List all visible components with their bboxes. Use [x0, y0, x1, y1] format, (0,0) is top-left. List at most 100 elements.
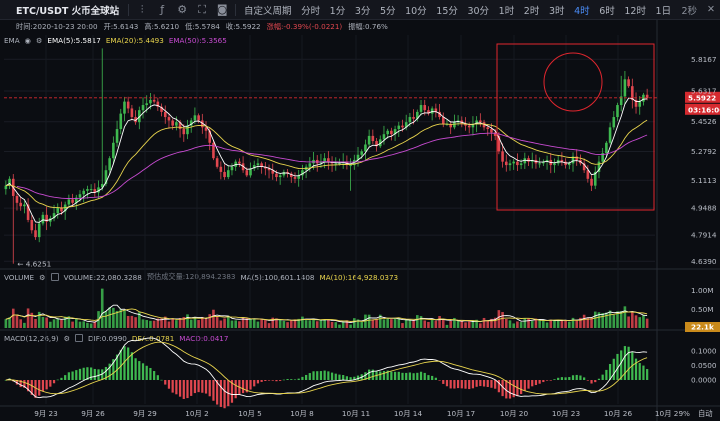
candle-body: [104, 170, 108, 184]
info-open: 开:5.6143: [103, 22, 139, 31]
top-toolbar: ETC/USDT 火币全球站 ⫶ ƒ ⚙ ⛶ ◙ 自定义周期 分时 1分 3分 5分 1…: [0, 0, 720, 20]
volume-bars: [4, 288, 649, 328]
macd-bar: [364, 372, 367, 380]
macd-bar: [245, 380, 248, 393]
symbol-title[interactable]: ETC/USDT 火币全球站: [16, 5, 120, 17]
period-11[interactable]: 6时: [599, 5, 615, 17]
volume-bar: [100, 288, 104, 328]
volume-bar: [104, 311, 108, 328]
macd-bar: [382, 371, 386, 380]
candle-body: [238, 161, 241, 164]
settings-gear-icon[interactable]: ⚙: [39, 272, 46, 282]
macd-bar: [97, 369, 100, 380]
macd-bar: [545, 380, 549, 381]
volume-bar: [189, 319, 193, 328]
volume-bar: [230, 320, 234, 328]
period-10[interactable]: 4时: [574, 5, 590, 17]
volume-name[interactable]: VOLUME: [4, 272, 35, 282]
period-5[interactable]: 15分: [436, 5, 458, 17]
date-tick-label: 9月 29: [133, 409, 157, 418]
volume-bar: [545, 322, 549, 328]
volume-bar: [527, 318, 530, 328]
candle-body: [189, 120, 193, 126]
period-12[interactable]: 12时: [624, 5, 646, 17]
macd-bar: [594, 380, 597, 383]
macd-bar: [267, 380, 271, 381]
macd-bar: [45, 380, 48, 390]
settings-gear-icon[interactable]: ⚙: [63, 333, 71, 343]
volume-bar: [182, 316, 186, 328]
candle-body: [308, 163, 312, 167]
macd-bar: [26, 380, 30, 392]
macd-bar: [405, 372, 408, 380]
indicator-icon[interactable]: ƒ: [160, 3, 165, 16]
candle-body: [645, 94, 649, 99]
period-6[interactable]: 30分: [467, 5, 490, 17]
macd-bar: [423, 372, 426, 380]
period-4[interactable]: 10分: [405, 5, 427, 17]
settings-gear-icon[interactable]: ⚙: [35, 35, 43, 45]
candle-body: [519, 163, 523, 166]
macd-bar: [549, 380, 552, 381]
candle-body: [212, 142, 215, 159]
close-icon[interactable]: ✕: [707, 4, 715, 15]
candle-body: [434, 108, 438, 112]
period-8[interactable]: 2时: [523, 5, 540, 17]
macd-bar: [431, 375, 434, 380]
macd-bar: [305, 374, 308, 380]
date-tick-label: 9月 23: [34, 409, 58, 418]
settings-gear-icon[interactable]: ⚙: [177, 3, 188, 16]
ohlc-info-bar: 时间:2020-10-23 20:00 开:5.6143 高:5.6210 低:…: [0, 21, 660, 33]
macd-bar: [620, 350, 623, 380]
volume-bar: [4, 319, 8, 328]
candle-body: [568, 163, 571, 166]
macd-bar: [56, 379, 59, 381]
macd-bar: [597, 378, 601, 380]
volume-bar: [382, 319, 386, 328]
macd-tick-label: 0.0000: [691, 376, 717, 385]
candle-body: [642, 94, 645, 102]
camera-icon[interactable]: ◙: [216, 3, 228, 16]
candle-body: [334, 163, 338, 165]
candle-body: [608, 127, 612, 143]
close-box-icon[interactable]: [75, 334, 84, 342]
candle-body: [471, 123, 475, 128]
volume-bar: [456, 320, 460, 328]
macd-bar: [438, 380, 441, 381]
volume-bar: [371, 319, 375, 328]
volume-bar: [479, 323, 482, 328]
macd-bar: [368, 369, 371, 380]
candle-body: [126, 101, 130, 109]
candle-body: [30, 219, 34, 231]
period-1[interactable]: 1分: [329, 5, 346, 17]
eye-icon[interactable]: ◉: [24, 35, 31, 45]
macd-bar: [182, 380, 185, 399]
fullscreen-icon[interactable]: ⛶: [198, 2, 206, 16]
volume-bar: [249, 318, 252, 328]
candle-body: [382, 134, 386, 140]
period-13[interactable]: 1日: [655, 5, 672, 17]
macd-bar: [327, 371, 330, 380]
volume-bar: [89, 323, 93, 328]
macd-bar: [49, 380, 52, 387]
period-0[interactable]: 分时: [301, 5, 321, 17]
ema-name[interactable]: EMA: [4, 35, 20, 45]
volume-bar: [482, 317, 486, 328]
period-2[interactable]: 3分: [354, 5, 371, 17]
volume-bar: [471, 321, 475, 328]
period-9[interactable]: 3时: [548, 5, 565, 17]
macd-name[interactable]: MACD(12,26,9): [4, 333, 59, 343]
close-box-icon[interactable]: [50, 273, 59, 281]
refresh-period[interactable]: 2秒: [681, 5, 698, 17]
macd-bar: [4, 380, 7, 381]
volume-bar: [49, 321, 52, 328]
volume-bar: [338, 324, 341, 328]
period-7[interactable]: 1时: [498, 5, 515, 17]
volume-ma10: MA(10):164,928.0373: [319, 272, 399, 282]
candle-body: [275, 173, 278, 178]
period-3[interactable]: 5分: [379, 5, 396, 17]
custom-period-button[interactable]: 自定义周期: [243, 5, 292, 17]
chart-type-icon[interactable]: ⫶: [140, 2, 144, 16]
macd-value: MACD:0.0417: [179, 333, 229, 343]
